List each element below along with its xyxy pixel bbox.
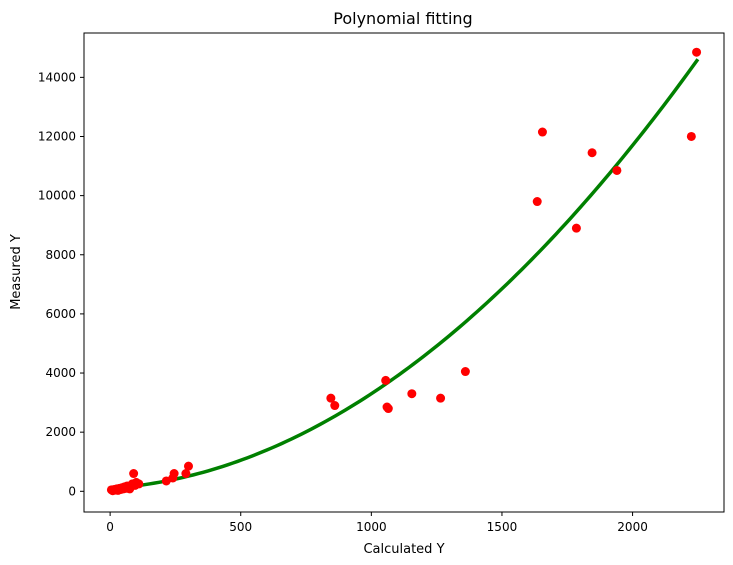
data-point <box>134 479 144 489</box>
y-axis: 0 2000 4000 6000 8000 10000 12000 14000 <box>38 70 84 498</box>
data-point <box>532 197 542 207</box>
data-point <box>571 223 581 233</box>
data-point <box>686 131 696 141</box>
data-point <box>692 47 702 57</box>
fit-curve <box>109 58 700 491</box>
data-point <box>169 469 179 479</box>
plot-frame <box>83 32 725 513</box>
x-tick-label: 1000 <box>356 520 387 534</box>
points-layer <box>106 47 702 496</box>
data-point <box>587 148 597 158</box>
data-point <box>612 165 622 175</box>
data-point <box>181 469 191 479</box>
fit-layer <box>109 58 700 491</box>
x-axis-label: Calculated Y <box>363 542 444 557</box>
data-point <box>537 127 547 137</box>
data-point <box>460 367 470 377</box>
y-tick-label: 12000 <box>38 129 76 143</box>
data-point <box>407 389 417 399</box>
x-tick-label: 1500 <box>487 520 518 534</box>
data-point <box>436 393 446 403</box>
x-tick-label: 2000 <box>617 520 648 534</box>
x-tick-label: 0 <box>106 520 114 534</box>
y-tick-label: 6000 <box>45 307 76 321</box>
x-tick-label: 500 <box>229 520 252 534</box>
y-tick-label: 0 <box>68 484 76 498</box>
y-tick-label: 8000 <box>45 248 76 262</box>
x-axis: 0 500 1000 1500 2000 <box>106 512 648 534</box>
data-point <box>381 375 391 385</box>
data-point <box>330 401 340 411</box>
data-point <box>183 461 193 471</box>
y-tick-label: 14000 <box>38 70 76 84</box>
chart-title: Polynomial fitting <box>333 9 472 28</box>
plot-area <box>83 32 725 513</box>
data-point <box>383 404 393 414</box>
data-point <box>326 393 336 403</box>
data-point <box>129 469 139 479</box>
y-tick-label: 4000 <box>45 366 76 380</box>
y-tick-label: 2000 <box>45 425 76 439</box>
y-tick-label: 10000 <box>38 189 76 203</box>
y-axis-label: Measured Y <box>9 234 24 310</box>
